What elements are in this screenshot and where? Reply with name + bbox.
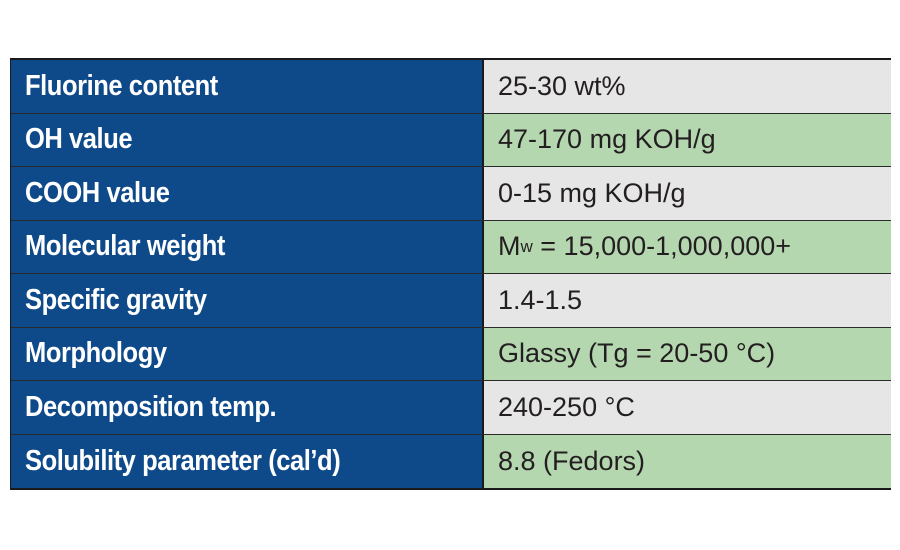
value-rest: = 15,000-1,000,000+ (532, 231, 792, 262)
property-value: Glassy (Tg = 20-50 °C) (484, 327, 891, 380)
property-value: 0-15 mg KOH/g (484, 167, 891, 220)
value-subscript: w (520, 236, 533, 256)
property-label: Fluorine content (25, 69, 218, 102)
property-label: Solubility parameter (cal’d) (25, 444, 341, 477)
property-value: 1.4-1.5 (484, 274, 891, 327)
property-label-cell: OH value (11, 113, 484, 166)
property-label-cell: Morphology (11, 327, 484, 380)
property-label: COOH value (25, 176, 170, 209)
table-row: Fluorine content 25-30 wt% (11, 60, 891, 114)
value-symbol: M (498, 231, 521, 262)
table-row: Solubility parameter (cal’d) 8.8 (Fedors… (11, 434, 891, 488)
property-label-cell: Specific gravity (11, 274, 484, 327)
property-label-cell: Decomposition temp. (11, 381, 484, 434)
table-row: Decomposition temp. 240-250 °C (11, 381, 891, 435)
property-value: 8.8 (Fedors) (484, 434, 891, 488)
property-value: 25-30 wt% (484, 60, 891, 113)
property-label: Molecular weight (25, 230, 225, 263)
property-label-cell: Fluorine content (11, 60, 484, 113)
property-label: Morphology (25, 337, 167, 370)
property-label-cell: Molecular weight (11, 220, 484, 273)
property-label: Specific gravity (25, 283, 207, 316)
property-value: 240-250 °C (484, 381, 891, 434)
table-row: Specific gravity 1.4-1.5 (11, 274, 891, 328)
properties-table: Fluorine content 25-30 wt% OH value 47-1… (10, 58, 891, 490)
property-label: OH value (25, 123, 133, 156)
property-value: 47-170 mg KOH/g (484, 113, 891, 166)
table-row: Morphology Glassy (Tg = 20-50 °C) (11, 327, 891, 381)
property-label-cell: COOH value (11, 167, 484, 220)
table-row: COOH value 0-15 mg KOH/g (11, 167, 891, 221)
property-label-cell: Solubility parameter (cal’d) (11, 434, 484, 488)
table-row: OH value 47-170 mg KOH/g (11, 113, 891, 167)
property-label: Decomposition temp. (25, 390, 277, 423)
